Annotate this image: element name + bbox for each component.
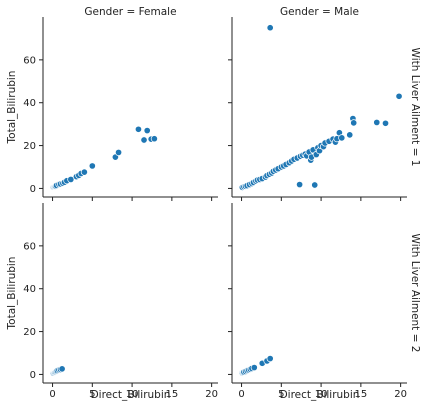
data-point bbox=[88, 162, 96, 170]
panel-r2-c2: 0 5 10 15 20 bbox=[228, 203, 407, 400]
y-axis-label: Total_Bilirubin bbox=[6, 257, 18, 331]
data-point bbox=[266, 24, 274, 32]
data-point bbox=[296, 181, 304, 189]
y-tick-label: 20 bbox=[23, 327, 36, 338]
y-tick-label: 60 bbox=[23, 55, 36, 66]
y-axis-label: Total_Bilirubin bbox=[6, 71, 18, 145]
data-point bbox=[250, 364, 258, 372]
scatter-series-4 bbox=[238, 355, 274, 377]
x-tick-label: 20 bbox=[205, 389, 218, 400]
scatter-series-2 bbox=[238, 24, 403, 191]
x-tick-label: 20 bbox=[394, 389, 407, 400]
data-point bbox=[67, 175, 75, 183]
x-tick-label: 15 bbox=[165, 389, 178, 400]
data-point bbox=[150, 135, 158, 143]
data-point bbox=[350, 119, 358, 127]
panel-r2-c1: 0 20 40 60 0 5 10 15 20 bbox=[23, 203, 218, 400]
facet-row-title: With Liver Ailment = 1 bbox=[409, 48, 421, 167]
panel-r1-c1: 0 20 40 60 bbox=[23, 17, 218, 201]
data-point bbox=[115, 148, 123, 156]
facet-column-title: Gender = Male bbox=[280, 6, 359, 18]
x-axis-label: Direct_Bilirubin bbox=[91, 389, 171, 401]
data-point bbox=[134, 125, 143, 133]
data-point bbox=[143, 127, 151, 135]
x-tick-label: 15 bbox=[354, 389, 367, 400]
panel-r1-c2 bbox=[228, 17, 407, 201]
data-point bbox=[395, 92, 403, 100]
y-tick-label: 40 bbox=[23, 284, 36, 295]
data-point bbox=[80, 168, 88, 176]
facet-column-title: Gender = Female bbox=[84, 6, 176, 18]
y-tick-label: 60 bbox=[23, 241, 36, 252]
facet-row-title: With Liver Ailment = 2 bbox=[409, 234, 421, 353]
data-point bbox=[266, 355, 274, 363]
scatter-series-1 bbox=[49, 125, 158, 191]
y-tick-label: 0 bbox=[30, 370, 36, 381]
x-tick-label: 5 bbox=[89, 389, 95, 400]
y-tick-label: 40 bbox=[23, 98, 36, 109]
x-tick-label: 0 bbox=[238, 389, 244, 400]
data-point bbox=[311, 181, 319, 189]
data-point bbox=[381, 119, 390, 127]
x-tick-label: 0 bbox=[49, 389, 55, 400]
x-axis-label: Direct_Bilirubin bbox=[280, 389, 360, 401]
y-tick-label: 20 bbox=[23, 141, 36, 152]
data-point bbox=[140, 136, 148, 144]
data-point bbox=[58, 365, 66, 373]
y-tick-label: 0 bbox=[30, 184, 36, 195]
data-point bbox=[346, 131, 354, 139]
x-tick-label: 10 bbox=[126, 389, 139, 400]
scatter-series-3 bbox=[49, 365, 66, 377]
x-tick-label: 5 bbox=[278, 389, 284, 400]
data-point bbox=[338, 134, 346, 142]
x-tick-label: 10 bbox=[315, 389, 328, 400]
data-point bbox=[373, 118, 381, 126]
